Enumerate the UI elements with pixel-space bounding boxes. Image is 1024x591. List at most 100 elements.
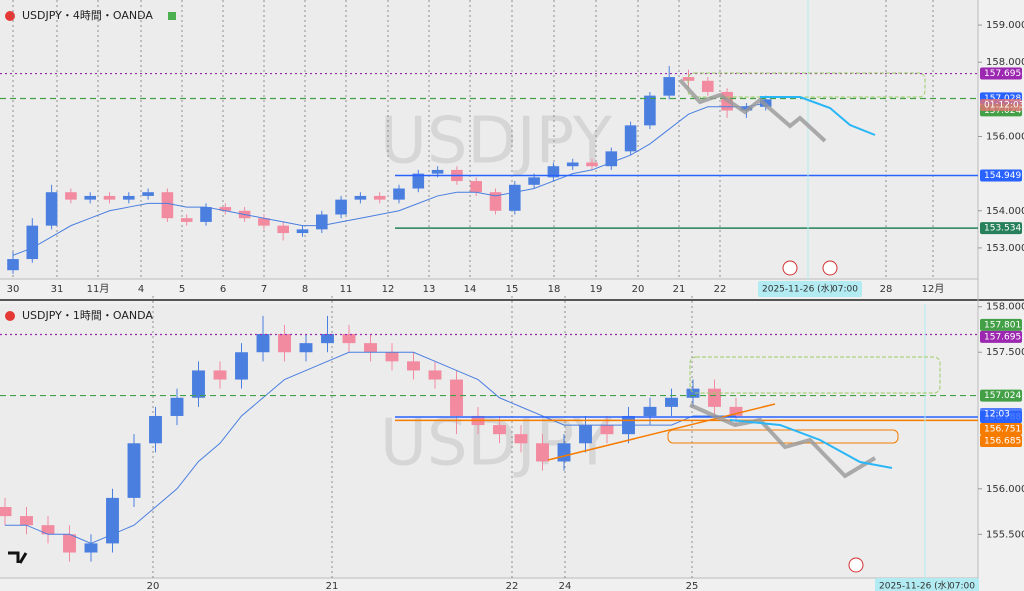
x-tick-label: 21 <box>326 581 339 591</box>
symbol-icon <box>5 311 15 321</box>
x-tick-label: 31 <box>51 284 64 295</box>
top-plot <box>0 0 978 279</box>
price-label-bg <box>980 67 1022 80</box>
price-label: 157.695 <box>984 69 1021 79</box>
candle-body <box>528 177 540 185</box>
price-label-bg <box>980 389 1022 402</box>
countdown: 01:12:03 <box>984 101 1024 111</box>
price-label-bg <box>980 423 1022 436</box>
x-tick-label: 19 <box>590 284 603 295</box>
price-label: 157.028 <box>984 94 1021 104</box>
x-tick-label: 22 <box>506 581 519 591</box>
candle-body <box>45 192 58 226</box>
x-tick-label: 20 <box>632 284 645 295</box>
y-tick-label: 158.000 <box>986 302 1024 313</box>
moving-average <box>12 102 766 256</box>
price-label-bg <box>980 330 1022 343</box>
y-tick-label: 156.000 <box>986 132 1024 143</box>
candle-body <box>258 218 270 226</box>
price-label-bg <box>980 318 1022 331</box>
candle-body <box>450 379 463 416</box>
x-tick-label: 14 <box>464 284 477 295</box>
candle-body <box>316 214 328 230</box>
candle-body <box>63 534 76 553</box>
x-tick-label: 15 <box>506 284 519 295</box>
candle-body <box>686 388 700 398</box>
price-label: 157.695 <box>984 332 1021 342</box>
candle-body <box>321 334 334 344</box>
y-tick-label: 153.000 <box>986 243 1024 254</box>
candle-body <box>161 192 174 219</box>
price-label-bg <box>980 169 1022 182</box>
chart-title: USDJPY・1時間・OANDA <box>22 309 153 322</box>
event-icon[interactable] <box>782 260 798 276</box>
candle-body <box>278 334 291 353</box>
x-tick-label: 12 <box>382 284 395 295</box>
candle-body <box>235 352 248 380</box>
price-label: 156.685 <box>984 437 1021 447</box>
x-tick-label: 18 <box>548 284 561 295</box>
candle-body <box>26 225 39 260</box>
candle-body <box>729 406 743 416</box>
candle-body <box>536 443 549 462</box>
candle-body <box>7 259 19 271</box>
price-label: 154.949 <box>984 171 1021 181</box>
candle-body <box>0 506 12 517</box>
x-tick-label: 7 <box>261 284 267 295</box>
candle-body <box>364 343 377 353</box>
event-icon[interactable] <box>848 557 864 573</box>
cursor-time: 07:00 <box>832 285 858 295</box>
x-tick-label: 6 <box>220 284 226 295</box>
candle-body <box>431 169 444 174</box>
x-tick-label: 20 <box>147 581 160 591</box>
trend-line <box>547 403 776 461</box>
x-tick-label: 21 <box>673 284 686 295</box>
candle-body <box>296 229 309 234</box>
candle-body <box>84 543 98 553</box>
forecast-path <box>689 403 877 479</box>
target-zone <box>687 72 926 98</box>
candle-body <box>557 443 571 462</box>
y-tick-label: 158.000 <box>986 57 1024 68</box>
candle-body <box>586 162 598 167</box>
candle-body <box>509 184 521 211</box>
forecast-path <box>760 96 876 136</box>
candle-body <box>41 525 55 535</box>
candle-body <box>412 173 425 189</box>
candle-body <box>373 195 386 200</box>
cursor-date: 2025-11-26 (水) <box>879 580 950 591</box>
candle-body <box>123 195 135 200</box>
x-tick-label: 24 <box>559 581 572 591</box>
watermark: USDJPY <box>380 407 613 481</box>
cursor-time: 07:00 <box>949 582 975 591</box>
x-tick-label: 13 <box>423 284 436 295</box>
candle-body <box>579 425 592 444</box>
price-label: 156.751 <box>984 425 1021 435</box>
candle-body <box>663 77 675 96</box>
y-tick-label: 154.000 <box>986 206 1024 217</box>
x-tick-label: 11 <box>340 284 353 295</box>
bottom-plot <box>0 304 978 578</box>
candle-body <box>342 334 356 344</box>
cursor-date: 2025-11-26 (水) <box>762 283 833 295</box>
x-tick-label: 22 <box>714 284 727 295</box>
candle-body <box>489 192 502 211</box>
candle-body <box>219 207 232 211</box>
event-icon[interactable] <box>822 260 838 276</box>
candle-body <box>702 80 714 92</box>
x-tick-label: 30 <box>7 284 20 295</box>
y-tick-label: 155.500 <box>986 529 1024 540</box>
candle-body <box>127 443 141 498</box>
logo <box>8 551 28 564</box>
y-tick-label: 157.500 <box>986 347 1024 358</box>
candle-body <box>299 343 313 353</box>
price-label-bg <box>980 222 1022 235</box>
candle-body <box>354 195 367 200</box>
countdown-bg <box>980 99 1022 111</box>
moving-average <box>5 351 736 544</box>
cursor-date-bg <box>758 281 862 297</box>
symbol-icon <box>5 11 15 21</box>
candle-body <box>84 195 96 200</box>
